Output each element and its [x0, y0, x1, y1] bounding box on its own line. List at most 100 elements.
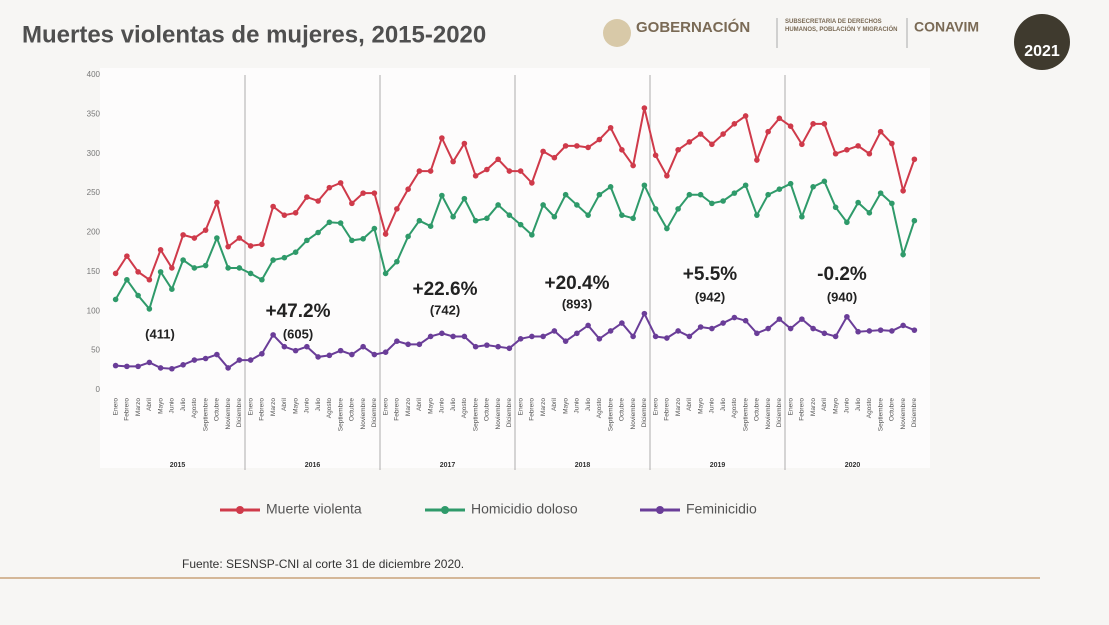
point: [517, 336, 524, 342]
x-tick-label: Mayo: [427, 398, 434, 414]
point: [135, 363, 141, 370]
point: [135, 269, 141, 275]
y-tick-label: 150: [87, 267, 101, 276]
point: [877, 327, 884, 333]
x-tick-label: Enero: [382, 398, 389, 416]
annotation: (411): [145, 326, 175, 341]
point: [484, 215, 490, 222]
point: [439, 192, 445, 199]
x-tick-label: Noviembre: [360, 398, 367, 430]
x-tick-label: Enero: [652, 398, 659, 416]
point: [832, 204, 839, 211]
point: [326, 352, 333, 359]
point: [844, 219, 850, 226]
point: [832, 333, 839, 340]
point: [810, 121, 816, 127]
group-label: 2015: [170, 462, 186, 469]
badge: [1014, 14, 1070, 70]
point: [731, 314, 738, 321]
x-tick-label: Febrero: [799, 398, 806, 421]
point: [259, 350, 265, 357]
point: [641, 105, 648, 111]
annotation: -0.2%: [817, 264, 867, 285]
point: [202, 355, 209, 362]
point: [562, 191, 569, 198]
point: [742, 317, 749, 324]
x-tick-label: Octubre: [754, 398, 761, 422]
x-tick-label: Junio: [709, 398, 716, 414]
point: [641, 310, 648, 317]
point: [889, 328, 895, 334]
point: [382, 231, 389, 237]
point: [709, 325, 715, 332]
legend-label: Homicidio doloso: [471, 501, 578, 517]
x-tick-label: Noviembre: [225, 398, 232, 430]
point: [664, 335, 670, 341]
x-tick-label: Octubre: [214, 398, 221, 422]
point: [247, 357, 254, 363]
point: [315, 229, 321, 236]
point: [731, 121, 738, 127]
x-tick-label: Abril: [146, 397, 153, 411]
point: [427, 333, 434, 340]
point: [506, 345, 513, 352]
x-tick-label: Febrero: [124, 398, 131, 421]
point: [596, 136, 603, 143]
point: [911, 217, 918, 224]
point: [697, 324, 704, 330]
point: [540, 333, 546, 340]
point: [394, 338, 400, 344]
point: [551, 328, 558, 334]
point: [765, 191, 771, 198]
legend-label: Muerte violenta: [266, 501, 362, 517]
x-tick-label: Abril: [686, 397, 693, 411]
group-label: 2018: [575, 462, 591, 469]
x-tick-label: Julio: [585, 398, 592, 412]
x-tick-label: Enero: [112, 398, 119, 416]
point: [799, 213, 805, 220]
point: [405, 341, 411, 348]
point: [281, 343, 288, 350]
point: [450, 213, 456, 220]
annotation: +5.5%: [683, 264, 738, 285]
point: [866, 150, 873, 157]
point: [281, 212, 288, 218]
annotation: (742): [430, 302, 460, 317]
point: [720, 198, 726, 204]
point: [810, 184, 816, 190]
point: [259, 276, 265, 283]
point: [529, 333, 535, 340]
point: [697, 191, 704, 198]
x-tick-label: Noviembre: [900, 398, 907, 430]
point: [630, 333, 636, 340]
point: [169, 286, 175, 293]
point: [157, 365, 164, 371]
point: [225, 243, 231, 250]
point: [686, 191, 693, 198]
y-tick-label: 0: [96, 385, 101, 394]
point: [607, 328, 614, 334]
point: [416, 168, 423, 174]
point: [371, 190, 378, 196]
point: [382, 349, 389, 356]
annotation: (940): [827, 289, 857, 304]
point: [675, 147, 681, 153]
point: [821, 121, 828, 127]
point: [416, 217, 423, 224]
point: [337, 180, 344, 186]
point: [731, 190, 738, 196]
point: [562, 143, 569, 149]
x-tick-label: Septiembre: [877, 398, 884, 432]
annotation: +47.2%: [266, 301, 331, 322]
y-tick-label: 50: [91, 346, 100, 355]
point: [754, 157, 760, 163]
legend-label: Feminicidio: [686, 501, 757, 517]
x-tick-label: Agosto: [866, 398, 873, 419]
x-tick-label: Octubre: [889, 398, 896, 422]
point: [259, 241, 265, 248]
point: [517, 221, 524, 228]
point: [146, 276, 153, 283]
x-tick-label: Noviembre: [765, 398, 772, 430]
point: [776, 115, 783, 122]
